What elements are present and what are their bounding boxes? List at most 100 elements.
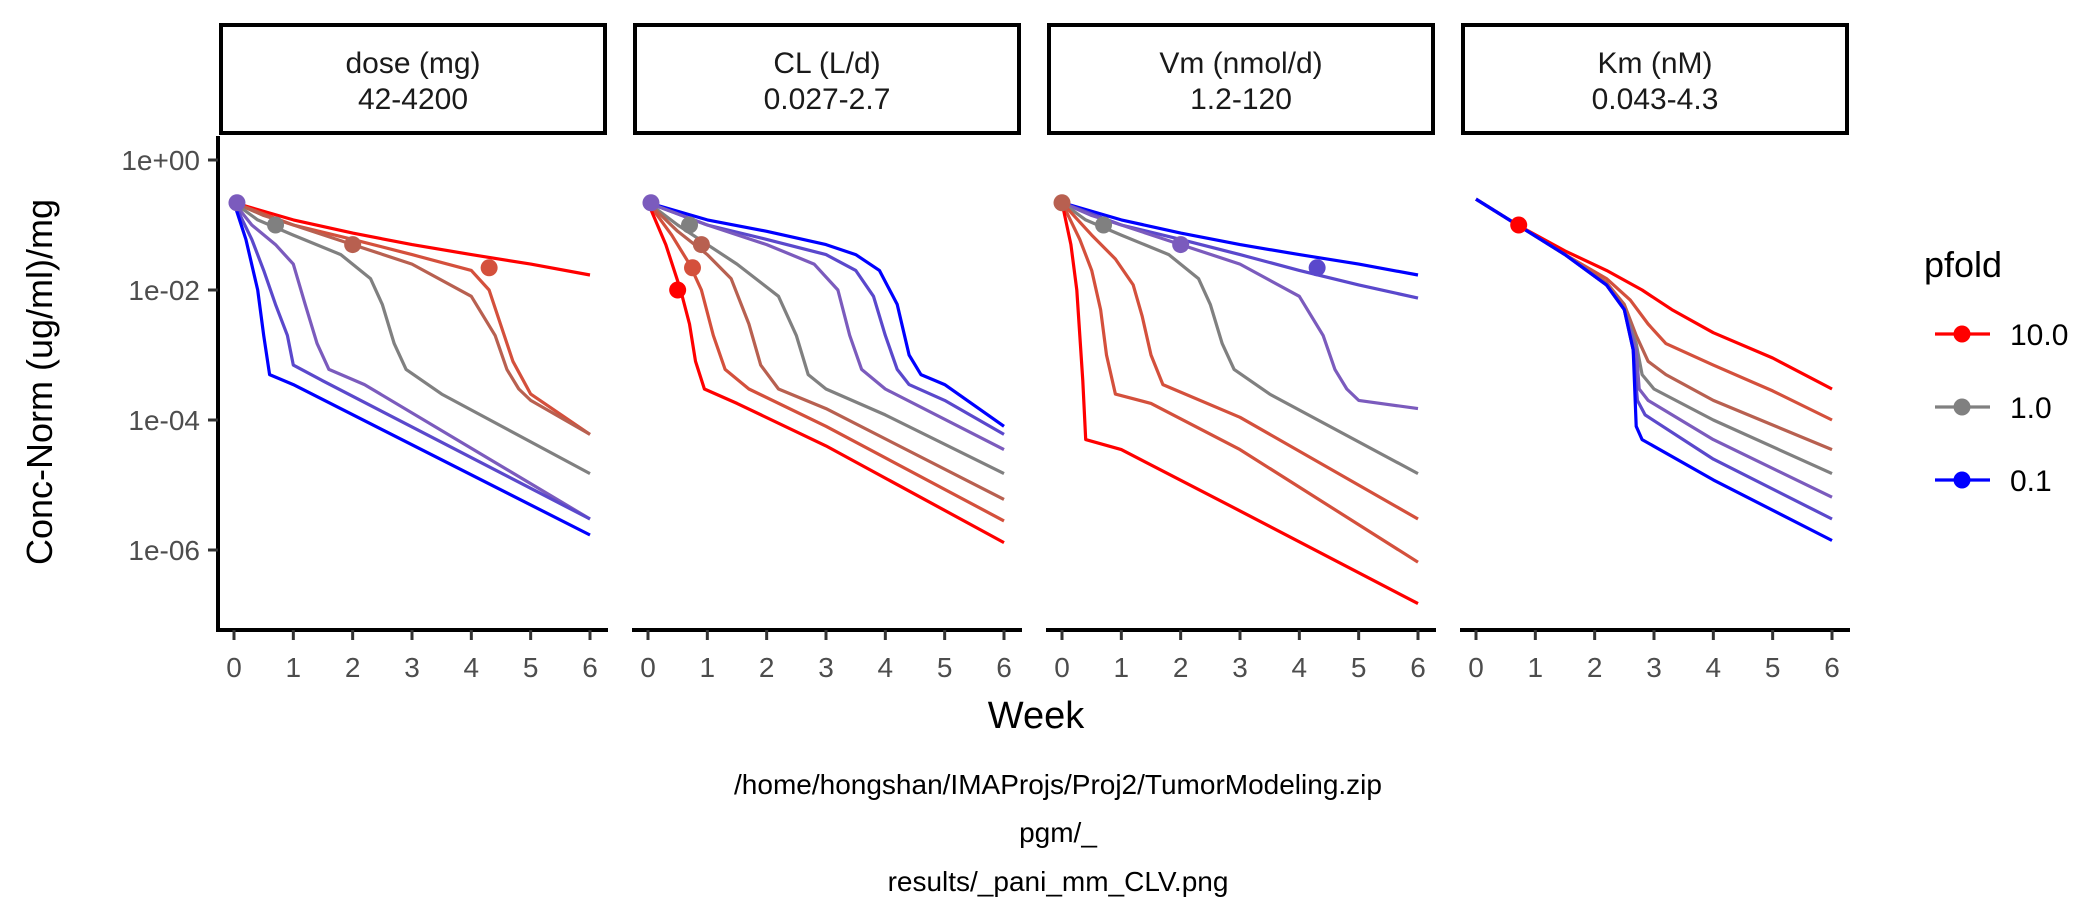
x-tick-label: 4 <box>1292 652 1308 683</box>
x-tick-label: 5 <box>937 652 953 683</box>
data-point <box>228 194 246 212</box>
legend-title: pfold <box>1924 244 2002 285</box>
series-line <box>647 201 1005 476</box>
x-tick-label: 5 <box>1351 652 1367 683</box>
legend-entry-1: 10.0 <box>1935 319 2068 352</box>
x-tick-label: 5 <box>523 652 539 683</box>
series-line <box>1061 201 1419 411</box>
strip-box <box>633 23 1021 135</box>
x-tick-label: 2 <box>345 652 361 683</box>
data-point <box>267 216 285 234</box>
legend-key-point <box>1953 471 1971 489</box>
data-point <box>1510 216 1528 234</box>
x-tick-label: 3 <box>404 652 420 683</box>
x-tick-label: 0 <box>226 652 242 683</box>
strip-range: 42-4200 <box>358 83 468 116</box>
strip-box <box>1461 23 1849 135</box>
facet-panel-2: CL (L/d)0.027-2.7 0 1 2 3 4 5 6 <box>632 23 1022 683</box>
series-line <box>1060 202 1419 564</box>
y-tick-label: 1e+00 <box>121 145 200 176</box>
series-line <box>233 201 591 436</box>
series-line <box>1475 197 1833 542</box>
facet-panel-1: dose (mg)42-4200 0 1 2 3 4 5 6 <box>218 23 608 683</box>
series-lines <box>1475 197 1833 542</box>
strip-box <box>1047 23 1435 135</box>
series-line <box>647 201 1005 436</box>
y-tick-label: 1e-06 <box>128 535 200 566</box>
data-point <box>1095 216 1113 234</box>
strip-label: Vm (nmol/d) <box>1159 47 1322 80</box>
caption-line-1: /home/hongshan/IMAProjs/Proj2/TumorModel… <box>734 769 1382 800</box>
data-point <box>1172 236 1190 254</box>
x-tick-label: 0 <box>1054 652 1070 683</box>
facet-panel-3: Vm (nmol/d)1.2-120 0 1 2 3 4 5 6 <box>1046 23 1436 683</box>
data-point <box>1053 194 1071 212</box>
x-tick-label: 5 <box>1765 652 1781 683</box>
series-lines <box>232 201 591 537</box>
strip-label: Km (nM) <box>1598 47 1713 80</box>
legend-entry-2: 1.0 <box>1935 392 2052 425</box>
caption-line-3: results/_pani_mm_CLV.png <box>888 866 1229 897</box>
series-line <box>646 201 1005 501</box>
series-line <box>1060 202 1419 606</box>
data-point <box>1308 259 1326 277</box>
caption-line-2: pgm/_ <box>1019 817 1097 848</box>
data-point <box>684 259 701 277</box>
x-tick-label: 4 <box>464 652 480 683</box>
strip-box <box>219 23 607 135</box>
data-point <box>681 216 699 234</box>
series-line <box>233 201 591 436</box>
x-tick-label: 6 <box>1824 652 1840 683</box>
legend: pfold 10.0 1.0 0.1 <box>1924 244 2068 498</box>
x-tick-label: 6 <box>1410 652 1426 683</box>
y-tick-label: 1e-02 <box>128 275 200 306</box>
y-axis: 1e+00 1e-02 1e-04 1e-06 <box>121 136 220 632</box>
x-tick-label: 6 <box>996 652 1012 683</box>
y-axis-title: Conc-Norm (ug/ml)/mg <box>19 199 60 565</box>
x-tick-label: 4 <box>1706 652 1722 683</box>
series-lines <box>646 201 1005 545</box>
series-line <box>1475 197 1833 476</box>
series-line <box>1475 197 1833 391</box>
series-line <box>232 202 591 521</box>
data-point <box>344 236 362 254</box>
series-line <box>646 201 1005 523</box>
series-lines <box>1060 201 1419 606</box>
x-tick-label: 3 <box>818 652 834 683</box>
series-line <box>1061 201 1419 277</box>
strip-range: 0.027-2.7 <box>764 83 891 116</box>
x-axis-title: Week <box>988 695 1085 737</box>
series-line <box>647 201 1005 452</box>
caption: /home/hongshan/IMAProjs/Proj2/TumorModel… <box>734 769 1382 897</box>
series-line <box>233 201 591 277</box>
y-tick-label: 1e-04 <box>128 405 200 436</box>
data-point <box>669 281 687 299</box>
strip-label: dose (mg) <box>345 47 480 80</box>
legend-entry-3: 0.1 <box>1935 465 2052 498</box>
data-point <box>480 259 498 277</box>
data-point <box>692 236 710 254</box>
legend-label: 1.0 <box>2010 392 2052 425</box>
series-line <box>232 202 591 537</box>
strip-range: 0.043-4.3 <box>1592 83 1719 116</box>
x-tick-label: 2 <box>1587 652 1603 683</box>
x-tick-label: 4 <box>878 652 894 683</box>
legend-key-point <box>1953 325 1971 343</box>
legend-label: 0.1 <box>2010 465 2052 498</box>
x-tick-label: 1 <box>286 652 302 683</box>
strip-range: 1.2-120 <box>1190 83 1292 116</box>
strip-label: CL (L/d) <box>773 47 880 80</box>
x-tick-label: 3 <box>1232 652 1248 683</box>
x-tick-label: 1 <box>1114 652 1130 683</box>
legend-key-point <box>1953 398 1971 416</box>
x-tick-label: 2 <box>1173 652 1189 683</box>
legend-label: 10.0 <box>2010 319 2068 352</box>
series-line <box>1475 197 1833 499</box>
series-line <box>646 202 1005 545</box>
x-tick-label: 0 <box>1468 652 1484 683</box>
x-tick-label: 1 <box>1528 652 1544 683</box>
data-point <box>642 194 660 212</box>
facet-panel-4: Km (nM)0.043-4.3 0 1 2 3 4 5 6 <box>1460 23 1850 683</box>
x-tick-label: 2 <box>759 652 775 683</box>
